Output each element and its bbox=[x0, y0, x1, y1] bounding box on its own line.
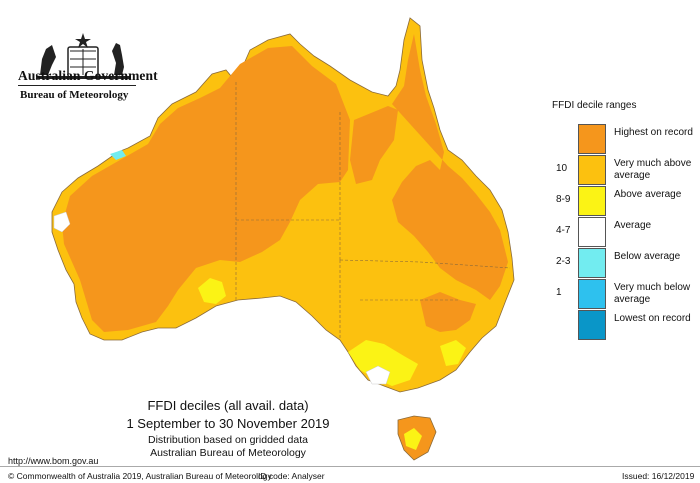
map-title: FFDI deciles (all avail. data) bbox=[147, 398, 309, 413]
legend-swatch bbox=[578, 124, 606, 154]
legend-decile-value: 1 bbox=[556, 287, 562, 298]
legend-label: Above average bbox=[614, 189, 682, 200]
legend-swatch bbox=[578, 155, 606, 185]
government-title: Australian Government bbox=[18, 68, 158, 83]
region-above-sa bbox=[198, 278, 226, 304]
legend-label: Average bbox=[614, 220, 652, 231]
legend-decile-value: 4-7 bbox=[556, 225, 571, 236]
issued-date: Issued: 16/12/2019 bbox=[622, 471, 695, 481]
legend-label: Very much below average bbox=[614, 282, 691, 305]
footer-divider bbox=[0, 466, 700, 467]
coat-of-arms-logo bbox=[36, 33, 130, 79]
legend-label: Below average bbox=[614, 251, 681, 262]
legend-swatch bbox=[578, 186, 606, 216]
legend-swatch bbox=[578, 248, 606, 278]
legend-label: Highest on record bbox=[614, 127, 693, 138]
legend-label: Very much above average bbox=[614, 158, 692, 181]
id-code: ID code: Analyser bbox=[258, 471, 325, 481]
legend-label: Lowest on record bbox=[614, 313, 691, 324]
header-divider bbox=[18, 85, 136, 86]
map-source: Australian Bureau of Meteorology bbox=[150, 447, 306, 459]
region-below-kimberley bbox=[110, 150, 126, 160]
state-borders bbox=[235, 82, 511, 340]
region-highest-west bbox=[62, 46, 350, 332]
region-highest-east bbox=[392, 34, 508, 300]
legend-decile-value: 10 bbox=[556, 163, 568, 174]
copyright-text: © Commonwealth of Australia 2019, Austra… bbox=[8, 471, 272, 481]
legend-title: FFDI decile ranges bbox=[552, 100, 637, 111]
region-highest-east-2 bbox=[350, 106, 398, 184]
region-above-vic bbox=[348, 340, 418, 386]
legend-swatch bbox=[578, 310, 606, 340]
legend-swatch bbox=[578, 217, 606, 247]
map-period: 1 September to 30 November 2019 bbox=[126, 416, 330, 431]
region-above-nsw bbox=[440, 340, 466, 366]
bom-link[interactable]: http://www.bom.gov.au bbox=[8, 456, 99, 466]
region-highest-southeast bbox=[420, 292, 476, 332]
legend-decile-value: 8-9 bbox=[556, 194, 571, 205]
tasmania-above bbox=[404, 428, 422, 450]
bureau-title: Bureau of Meteorology bbox=[20, 89, 129, 101]
region-average-vic bbox=[365, 365, 391, 385]
legend-decile-value: 2-3 bbox=[556, 256, 571, 267]
map-note: Distribution based on gridded data bbox=[148, 434, 308, 446]
region-average-wa bbox=[53, 211, 71, 233]
legend-swatch bbox=[578, 279, 606, 309]
